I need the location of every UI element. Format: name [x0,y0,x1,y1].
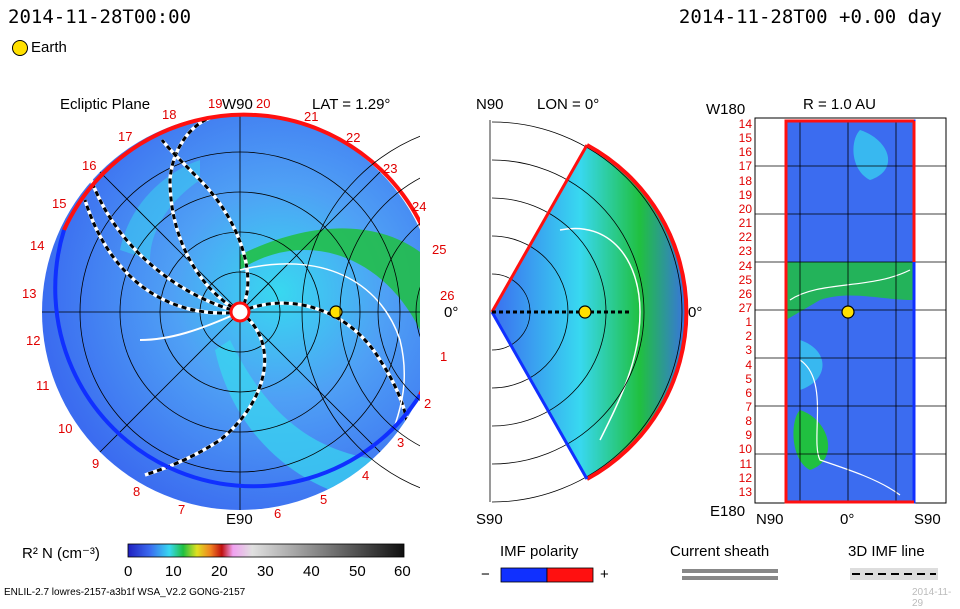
sector-label: 21 [304,109,319,124]
ecliptic-plane-plot [42,112,443,510]
sector-label: 14 [30,238,45,253]
radial-row-label: 15 [738,131,752,146]
left-timestamp: 2014-11-28T00:00 [8,6,192,28]
colorbar-tick: 50 [349,563,366,580]
colorbar [127,543,405,558]
radial-row-label: 16 [738,145,752,160]
ecliptic-title: Ecliptic Plane [60,96,151,113]
radial-row-label: 26 [738,286,752,301]
sector-label: 25 [432,242,447,257]
sector-label: 7 [178,502,186,517]
meridional-lon-label: LON = 0° [537,96,600,113]
ecliptic-bottom-label: E90 [226,511,253,528]
radial-row-label: 24 [738,258,752,273]
ecliptic-top-label: W90 [222,96,253,113]
sector-label: 10 [58,421,73,436]
earth-legend-label: Earth [31,39,67,56]
radial-row-label: 12 [738,470,752,485]
meridional-right-label: 0° [688,304,703,321]
radial-row-label: 10 [738,442,752,457]
meridional-top-label: N90 [476,96,504,113]
sector-label: 4 [362,468,370,483]
radial-row-label: 17 [738,159,752,174]
radial-bottom-zero: 0° [840,511,855,528]
ecliptic-right-label: 0° [444,304,459,321]
radial-row-label: 19 [738,187,752,202]
sector-label: 24 [412,199,427,214]
current-sheath-title: Current sheath [670,543,770,560]
right-timestamp: 2014-11-28T00 +0.00 day [678,6,942,28]
radial-bottom-s90: S90 [914,511,941,528]
radial-distance-label: R = 1.0 AU [803,96,876,113]
radial-row-label: 21 [738,216,752,231]
radial-row-label: 5 [745,371,752,386]
footer-date: 2014-11-29 [912,587,952,609]
radial-row-label: 9 [745,428,752,443]
sector-label: 16 [82,158,97,173]
imf-line-title: 3D IMF line [848,543,925,560]
radial-row-label: 2 [745,329,752,344]
colorbar-tick: 40 [303,563,320,580]
current-sheath-line [682,569,778,573]
radial-top-left-label: W180 [706,101,746,118]
radial-row-label: 3 [745,343,752,358]
radial-bottom-n90: N90 [756,511,784,528]
sector-label: 3 [397,435,405,450]
sector-label: 20 [256,96,271,111]
earth-marker-icon [12,40,28,56]
radial-row-label: 22 [738,230,752,245]
radial-row-label: 11 [739,456,752,471]
sector-label: 11 [36,378,50,393]
radial-row-label: 1 [745,315,752,330]
meridional-bottom-label: S90 [476,511,503,528]
radial-row-label: 7 [745,400,752,414]
sector-label: 18 [162,107,177,122]
sector-label: 12 [26,333,41,348]
sector-label: 19 [208,96,223,111]
colorbar-tick: 10 [165,563,182,580]
radial-row-label: 20 [738,201,752,216]
imf-positive-label: + [600,566,609,583]
sector-label: 15 [52,196,67,211]
sector-label: 17 [118,129,133,144]
radial-row-label: 6 [745,385,752,400]
radial-bottom-left-label: E180 [710,503,746,520]
sector-label: 9 [92,456,100,471]
imf-positive-swatch [546,567,594,583]
radial-surface-plot [754,117,947,504]
radial-row-label: 27 [738,300,752,315]
colorbar-tick: 60 [394,563,411,580]
imf-negative-swatch [500,567,548,583]
radial-row-label: 23 [738,244,752,259]
colorbar-tick: 30 [257,563,274,580]
radial-row-label: 4 [745,357,752,372]
radial-row-label: 8 [745,414,752,429]
footer-model-info: ENLIL-2.7 lowres-2157-a3b1f WSA_V2.2 GON… [4,587,246,598]
sector-label: 26 [440,288,455,303]
radial-row-label: 13 [738,484,752,499]
sector-label: 13 [22,286,37,301]
radial-row-label: 25 [738,272,752,287]
radial-row-label: 14 [738,117,752,131]
sector-label: 6 [274,506,282,521]
radial-row-label: 18 [738,173,752,188]
colorbar-tick: 20 [211,563,228,580]
colorbar-label: R² N (cm⁻³) [22,545,100,562]
sector-label: 8 [133,484,141,499]
sector-label: 2 [424,396,432,411]
sector-label: 22 [346,130,361,145]
imf-polarity-title: IMF polarity [500,543,579,560]
sector-label: 23 [383,161,398,176]
imf-negative-label: − [481,566,490,583]
colorbar-tick: 0 [124,563,133,580]
sector-label: 1 [440,349,448,364]
sector-label: 5 [320,492,328,507]
ecliptic-lat-label: LAT = 1.29° [312,96,391,113]
